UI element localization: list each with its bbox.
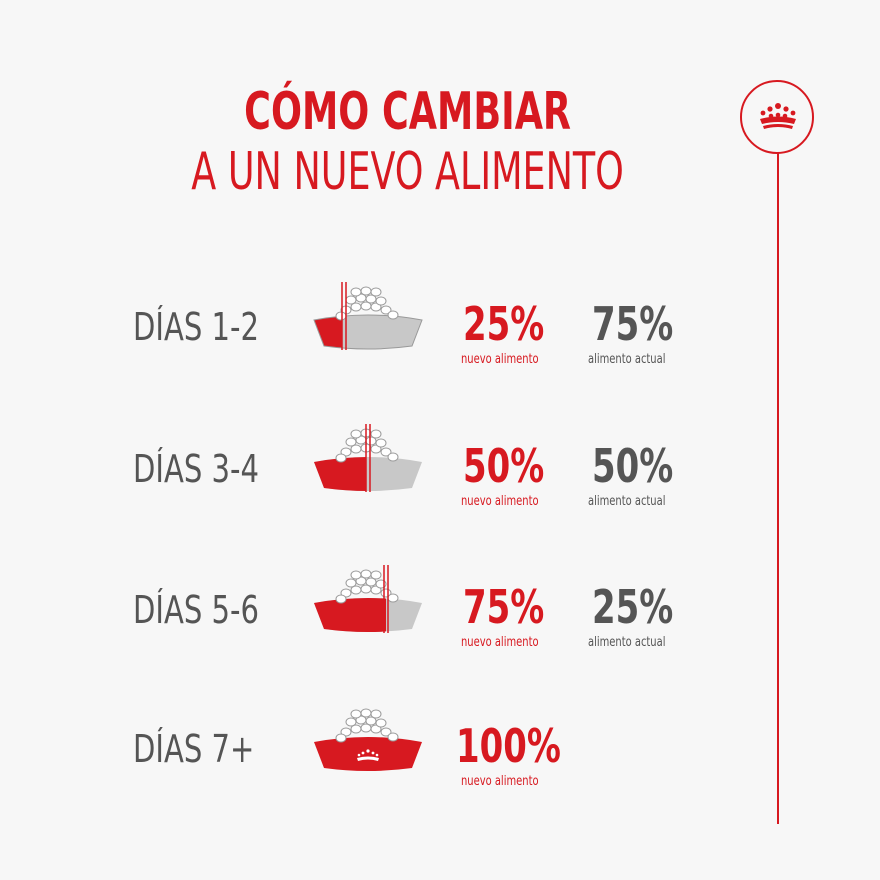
timeline-line (777, 152, 779, 824)
title-line-2: A UN NUEVO ALIMENTO (191, 142, 624, 202)
royal-canin-crown-icon (760, 103, 796, 129)
new-food-label: nuevo alimento (461, 494, 539, 509)
title-line-1: CÓMO CAMBIAR (244, 82, 572, 142)
logo-badge (740, 80, 814, 154)
current-food-label: alimento actual (588, 494, 666, 509)
new-food-percent: 75% (463, 580, 545, 634)
new-food-percent: 25% (463, 297, 545, 351)
new-food-label: nuevo alimento (461, 635, 539, 650)
step-row-4: DÍAS 7+ 100% nuevo alimento (0, 708, 880, 837)
new-food-percent: 50% (463, 439, 545, 493)
current-food-label: alimento actual (588, 352, 666, 367)
food-bowl-icon (314, 708, 422, 771)
food-bowl-icon (313, 282, 423, 350)
food-bowl-icon (314, 424, 422, 492)
step-days: DÍAS 1-2 (133, 305, 259, 349)
new-food-label: nuevo alimento (461, 352, 539, 367)
current-food-label: alimento actual (588, 635, 666, 650)
crown-icon (357, 749, 379, 761)
step-row-1: DÍAS 1-2 25% nuevo alimento 75% alimento… (0, 282, 880, 415)
new-food-label: nuevo alimento (461, 774, 539, 789)
new-food-percent: 100% (456, 719, 561, 773)
step-days: DÍAS 5-6 (133, 588, 259, 632)
current-food-percent: 50% (592, 439, 674, 493)
current-food-percent: 75% (592, 297, 674, 351)
current-food-percent: 25% (592, 580, 674, 634)
step-days: DÍAS 3-4 (133, 447, 259, 491)
food-bowl-icon (314, 565, 422, 633)
step-row-3: DÍAS 5-6 75% nuevo alimento 25% alimento… (0, 565, 880, 698)
step-row-2: DÍAS 3-4 50% nuevo alimento 50% alimento… (0, 424, 880, 557)
step-days: DÍAS 7+ (133, 727, 255, 771)
